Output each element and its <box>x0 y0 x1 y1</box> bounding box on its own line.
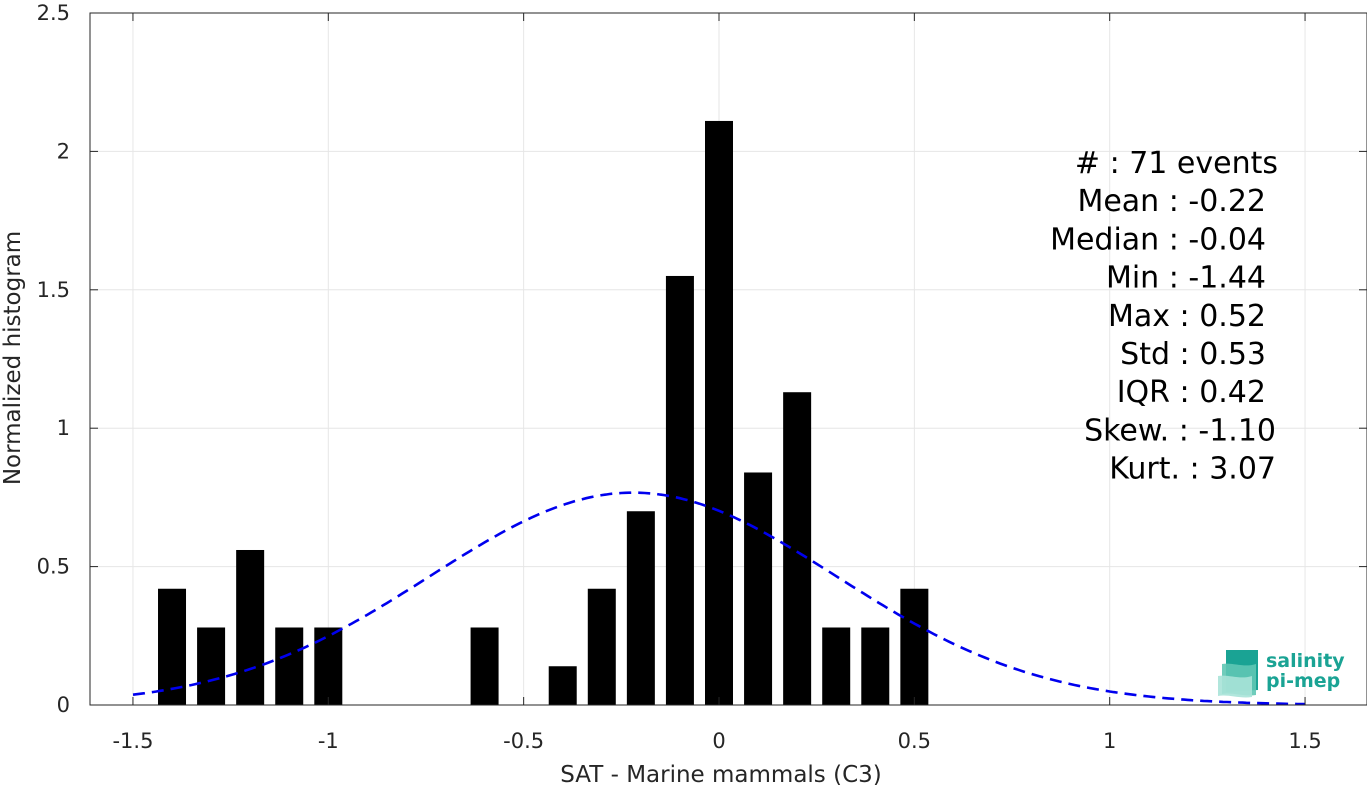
stats-line: IQR : 0.42 <box>1117 375 1266 410</box>
histogram-bar <box>314 627 343 705</box>
salinity-pi-mep-logo: salinity pi-mep <box>1218 650 1345 698</box>
y-tick-label: 1.5 <box>37 278 70 302</box>
y-tick-label: 0.5 <box>37 555 70 579</box>
histogram-bar <box>470 627 499 705</box>
histogram-bar <box>275 627 304 705</box>
y-tick-label: 0 <box>57 693 70 717</box>
stats-line: Max : 0.52 <box>1108 299 1266 334</box>
x-axis-label: SAT - Marine mammals (C3) <box>560 762 882 785</box>
y-tick-label: 2.5 <box>37 1 70 25</box>
x-tick-label: -1.5 <box>112 729 153 753</box>
histogram-bar <box>236 549 265 705</box>
y-tick-label: 2 <box>57 139 70 163</box>
normal-fit-curve <box>132 491 1306 706</box>
histogram-bar <box>197 627 226 705</box>
stats-line: Min : -1.44 <box>1106 261 1266 296</box>
x-tick-label: 0.5 <box>898 729 931 753</box>
stats-line: Skew. : -1.10 <box>1084 413 1276 448</box>
histogram-bar <box>626 511 655 705</box>
stats-line: Std : 0.53 <box>1120 337 1266 372</box>
y-tick-label: 1 <box>57 416 70 440</box>
x-tick-label: -0.5 <box>503 729 544 753</box>
bars-group <box>158 120 929 705</box>
histogram-bar <box>783 392 812 705</box>
histogram-bar <box>665 275 694 705</box>
histogram-bar <box>744 472 773 705</box>
histogram-bar <box>548 666 577 705</box>
x-tick-label: 1 <box>1103 729 1116 753</box>
histogram-bar <box>158 588 187 705</box>
histogram-bar <box>705 120 733 705</box>
stats-line: Mean : -0.22 <box>1077 184 1266 219</box>
histogram-bar <box>822 627 851 705</box>
logo-text-line2: pi-mep <box>1266 670 1340 692</box>
x-tick-label: 0 <box>712 729 725 753</box>
stats-line: # : 71 events <box>1075 146 1278 181</box>
x-tick-label: -1 <box>318 729 339 753</box>
stats-line: Median : -0.04 <box>1050 222 1266 257</box>
logo-waves-icon <box>1218 650 1258 698</box>
ticks-group: -1.5 -1 -0.5 0 0.5 1 1.5 0 0.5 1 1.5 2 2.5 <box>37 1 1367 753</box>
histogram-bar <box>861 627 890 705</box>
y-axis-label: Normalized histogram <box>0 231 26 485</box>
stats-line: Kurt. : 3.07 <box>1109 452 1276 487</box>
x-tick-label: 1.5 <box>1288 729 1321 753</box>
plot-frame <box>89 12 1367 706</box>
histogram-bar <box>900 588 929 705</box>
histogram-bar <box>587 588 616 705</box>
logo-text-line1: salinity <box>1266 650 1345 672</box>
